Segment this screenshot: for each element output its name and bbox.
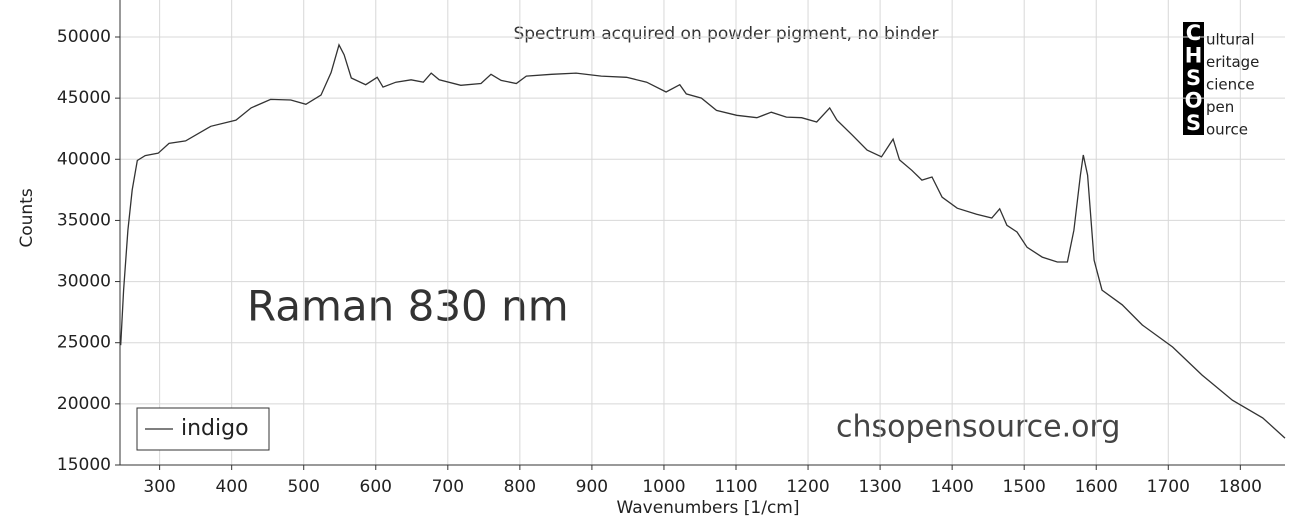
- x-tick-label: 800: [504, 477, 536, 497]
- x-tick-label: 900: [576, 477, 608, 497]
- y-tick-label: 20000: [57, 394, 111, 414]
- y-tick-label: 35000: [57, 210, 111, 230]
- x-tick-label: 1400: [931, 477, 974, 497]
- annotation: Spectrum acquired on powder pigment, no …: [513, 24, 938, 44]
- logo-word: eritage: [1206, 53, 1259, 71]
- logo-letter: S: [1186, 111, 1201, 135]
- x-tick-label: 1200: [786, 477, 829, 497]
- y-tick-label: 40000: [57, 149, 111, 169]
- y-tick-label: 50000: [57, 27, 111, 47]
- x-tick-label: 600: [360, 477, 392, 497]
- y-tick-label: 30000: [57, 272, 111, 292]
- x-tick-label: 1500: [1003, 477, 1046, 497]
- x-tick-label: 1300: [858, 477, 901, 497]
- x-tick-label: 1600: [1075, 477, 1118, 497]
- logo-word: ultural: [1206, 31, 1255, 49]
- y-tick-label: 45000: [57, 88, 111, 108]
- x-tick-label: 1700: [1147, 477, 1190, 497]
- x-tick-label: 300: [143, 477, 175, 497]
- x-tick-label: 1100: [714, 477, 757, 497]
- y-axis-title: Counts: [17, 188, 37, 247]
- annotation: Raman 830 nm: [247, 282, 569, 331]
- x-tick-label: 1000: [642, 477, 685, 497]
- logo-word: pen: [1206, 98, 1234, 116]
- x-axis-title: Wavenumbers [1/cm]: [617, 498, 800, 518]
- data-line: [120, 43, 1286, 439]
- x-tick-label: 500: [287, 477, 319, 497]
- y-tick-label: 25000: [57, 333, 111, 353]
- x-tick-label: 1800: [1219, 477, 1262, 497]
- annotation: chsopensource.org: [836, 410, 1120, 445]
- x-tick-label: 400: [215, 477, 247, 497]
- logo-letter: O: [1185, 89, 1203, 113]
- logo-letter: H: [1185, 44, 1203, 68]
- logo-letter: C: [1186, 21, 1201, 45]
- y-tick-label: 15000: [57, 455, 111, 475]
- logo-bar: [1183, 22, 1204, 135]
- logo-word: ource: [1206, 121, 1248, 139]
- x-tick-label: 700: [432, 477, 464, 497]
- logo-letter: S: [1186, 66, 1201, 90]
- legend-label: indigo: [181, 416, 249, 441]
- logo-word: cience: [1206, 76, 1255, 94]
